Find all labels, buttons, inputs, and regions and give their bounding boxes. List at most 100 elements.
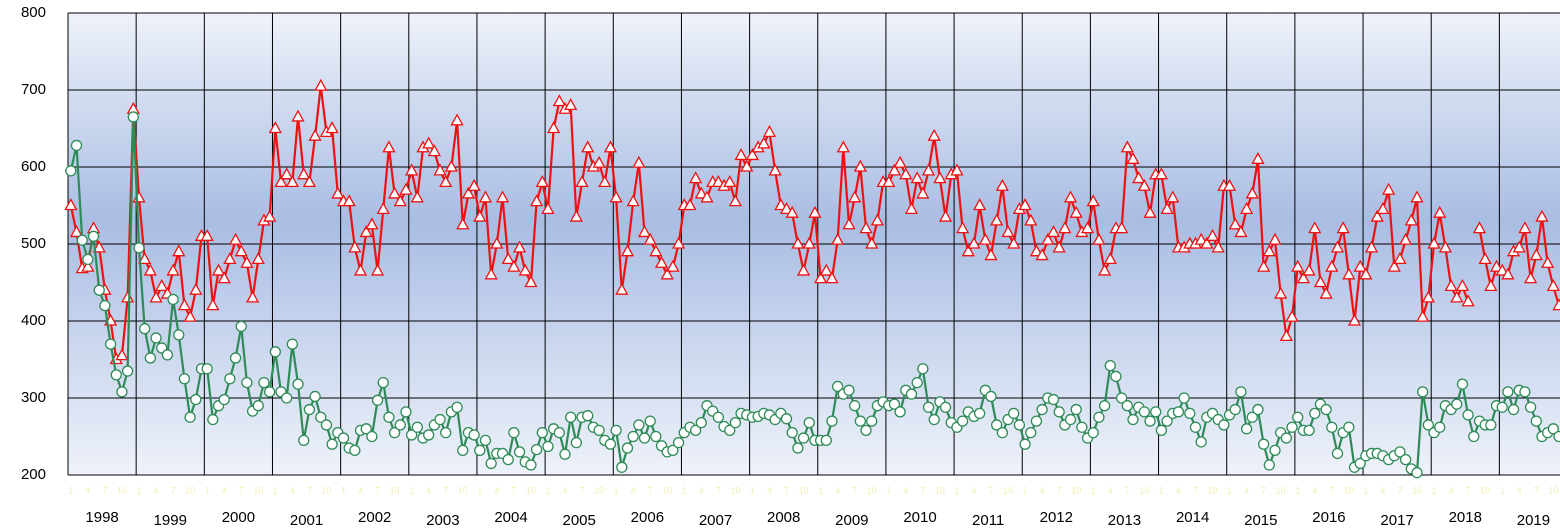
month-label: 1 [205,485,210,495]
triangle-marker [666,259,680,272]
triangle-marker [1279,329,1293,342]
month-label: 10 [1139,485,1149,495]
marks [64,78,1560,479]
circle-marker [525,459,537,471]
month-label: 1 [477,485,482,495]
circle-marker [672,437,685,449]
circle-marker [1036,403,1048,416]
triangle-marker [507,259,521,272]
month-label: 7 [1193,485,1198,495]
triangle-marker [217,271,231,284]
circle-marker [724,424,736,436]
triangle-marker [1080,221,1095,234]
circle-marker [178,373,191,385]
triangle-marker [1302,263,1316,276]
triangle-marker [1052,240,1066,253]
circle-marker [1496,401,1508,413]
month-label: 1 [273,485,278,495]
triangle-marker [518,263,532,276]
triangle-marker [848,190,862,203]
month-label: 10 [1344,485,1354,495]
y-tick-label: 700 [21,81,46,98]
circle-marker [93,284,105,296]
triangle-marker [444,159,458,172]
circle-marker [1246,411,1258,423]
year-label: 2016 [1312,509,1345,526]
month-label: 1 [1432,485,1437,495]
month-label: 1 [886,485,891,495]
triangle-marker [768,163,782,176]
month-label: 4 [631,485,636,495]
circle-marker [1411,467,1423,479]
triangle-marker [1336,221,1350,234]
circle-marker [1189,421,1202,433]
month-label: 1 [545,485,550,495]
circle-marker [1257,438,1270,450]
triangle-marker [1342,267,1356,280]
month-label: 10 [1276,485,1286,495]
triangle-marker [1194,232,1208,245]
triangle-marker [643,232,657,245]
year-label: 2008 [767,509,800,526]
triangle-marker [1478,252,1492,265]
triangle-marker [81,259,95,272]
circle-marker [1524,401,1537,413]
triangle-marker [92,240,106,253]
month-label: 4 [699,485,704,495]
year-label: 2007 [699,512,732,529]
triangle-marker [887,163,902,176]
circle-marker [610,424,622,436]
month-label: 7 [988,485,993,495]
month-label: 4 [903,485,908,495]
month-label: 7 [375,485,380,495]
triangle-marker [353,263,368,276]
triangle-marker [740,159,754,172]
year-label: 2017 [1380,512,1413,529]
circle-marker [1127,413,1139,426]
month-label: 7 [920,485,925,495]
circle-marker [411,421,423,433]
circle-marker [349,444,361,457]
triangle-marker [223,252,237,265]
circle-marker [1144,415,1156,427]
triangle-marker [882,175,896,188]
circle-marker [110,369,122,381]
triangle-marker [1228,217,1242,230]
circle-marker [1070,403,1082,416]
triangle-marker [541,202,555,215]
triangle-marker [933,171,947,184]
triangle-marker [1046,225,1061,238]
circle-marker [1331,447,1344,460]
month-label: 1 [1091,485,1096,495]
circle-marker [1530,415,1542,427]
triangle-marker [274,175,288,188]
circle-marker [65,165,77,177]
year-label: 2013 [1108,512,1141,529]
year-label: 2010 [903,509,936,526]
triangle-marker [461,186,476,199]
circle-marker [150,332,162,344]
month-label: 7 [580,485,585,495]
circle-marker [241,376,253,389]
circle-marker [1229,403,1241,416]
circle-marker [792,442,804,454]
triangle-marker [1007,236,1021,249]
circle-marker [167,293,179,306]
circle-marker [116,386,128,398]
circle-marker [292,378,304,390]
triangle-marker [1518,221,1532,234]
circle-marker [173,329,185,341]
triangle-marker [774,198,788,211]
circle-marker [621,442,634,454]
triangle-marker [581,140,595,153]
circle-marker [729,416,742,429]
circle-marker [337,432,350,444]
circle-marker [860,424,872,436]
year-label: 1998 [85,509,118,526]
circle-marker [1354,457,1366,470]
triangle-marker [1410,190,1424,203]
circle-marker [1053,406,1065,418]
triangle-marker [802,236,816,249]
triangle-marker [1421,290,1435,303]
month-label: 1 [682,485,687,495]
